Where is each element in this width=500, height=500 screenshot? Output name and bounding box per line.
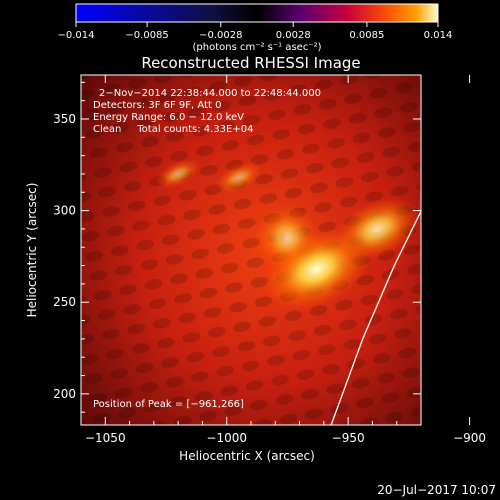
colorbar: −0.014 −0.0085 −0.0028 0.0028 0.0085 0.014 (p… xyxy=(57,3,452,53)
chart-title: Reconstructed RHESSI Image xyxy=(141,54,360,72)
y-tick-label: 350 xyxy=(53,112,76,126)
source-blob xyxy=(262,228,371,310)
colorbar-units: (photons cm⁻² s⁻¹ asec⁻²) xyxy=(192,42,321,53)
y-tick-label: 300 xyxy=(53,204,76,218)
x-tick-label: −900 xyxy=(453,431,486,445)
colorbar-tick-label: 0.0085 xyxy=(349,30,384,41)
colorbar-tick-label: −0.014 xyxy=(57,30,94,41)
footer-timestamp: 20−Jul−2017 10:07 xyxy=(377,483,496,497)
annotation-counts: Clean Total counts: 4.33E+04 xyxy=(93,124,253,135)
colorbar-tick-label: −0.0028 xyxy=(199,30,242,41)
annotation-detectors: Detectors: 3F 6F 9F, Att 0 xyxy=(93,100,221,111)
colorbar-tick-label: −0.0085 xyxy=(125,30,168,41)
x-tick-label: −950 xyxy=(332,431,365,445)
heatmap-plot: −1050 −1000 −950 −900 200 250 300 350 2−Nov−20… xyxy=(53,74,486,445)
y-axis-label: Heliocentric Y (arcsec) xyxy=(25,183,39,318)
x-tick-label: −1050 xyxy=(85,431,126,445)
annotation-energy: Energy Range: 6.0 − 12.0 keV xyxy=(93,112,244,123)
y-tick-label: 250 xyxy=(53,295,76,309)
source-blob xyxy=(215,161,263,194)
y-tick-label: 200 xyxy=(53,387,76,401)
colorbar-gradient xyxy=(75,3,439,23)
peak-position-label: Position of Peak = [−961,266] xyxy=(93,399,244,410)
sources xyxy=(155,159,420,310)
source-blob xyxy=(155,159,201,189)
x-tick-label: −1000 xyxy=(206,431,247,445)
colorbar-tick-label: 0.014 xyxy=(424,30,453,41)
solar-limb xyxy=(330,209,421,425)
annotation-time: 2−Nov−2014 22:38:44.000 to 22:48:44.000 xyxy=(99,88,321,99)
annotation-block: 2−Nov−2014 22:38:44.000 to 22:48:44.000 … xyxy=(93,88,321,135)
colorbar-ticks: −0.014 −0.0085 −0.0028 0.0028 0.0085 0.014 xyxy=(57,22,452,41)
x-axis: −1050 −1000 −950 −900 xyxy=(80,75,486,445)
x-axis-label: Heliocentric X (arcsec) xyxy=(179,449,315,463)
colorbar-tick-label: 0.0028 xyxy=(276,30,311,41)
y-axis: 200 250 300 350 xyxy=(53,81,421,413)
